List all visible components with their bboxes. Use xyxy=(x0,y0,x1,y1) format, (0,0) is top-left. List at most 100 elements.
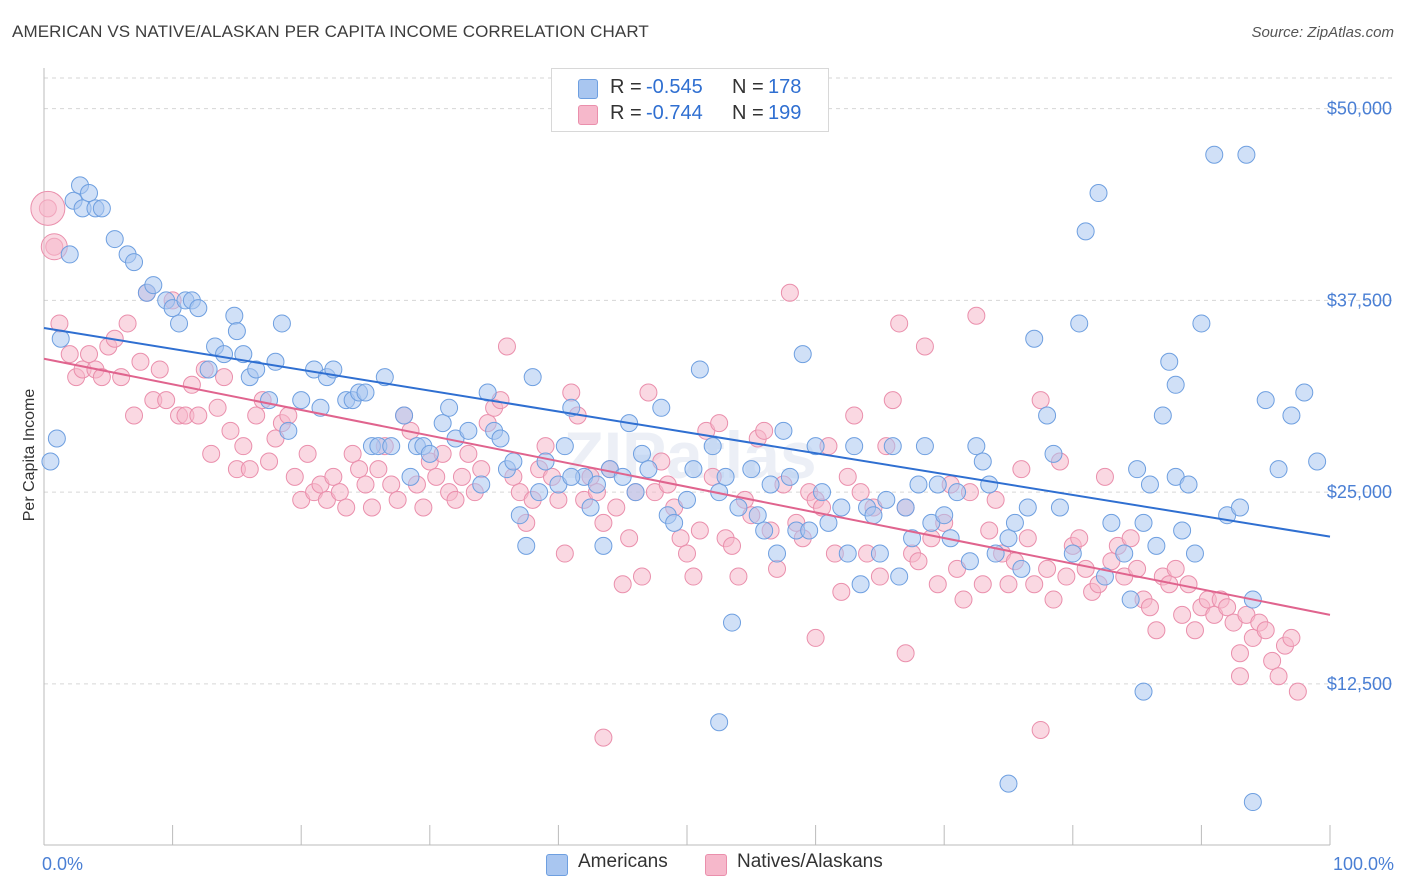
americans-point xyxy=(1256,391,1275,410)
natives-point xyxy=(369,460,388,479)
natives-point xyxy=(1057,567,1076,586)
natives-swatch xyxy=(578,105,598,125)
natives-point xyxy=(755,421,774,440)
americans-point xyxy=(272,314,291,333)
natives-point xyxy=(1256,621,1275,640)
americans-point xyxy=(1018,498,1037,517)
natives-point xyxy=(446,490,465,509)
americans-point xyxy=(1269,460,1288,479)
trend-lines xyxy=(43,327,1331,616)
americans-point xyxy=(1121,590,1140,609)
source-label: Source: ZipAtlas.com xyxy=(1251,24,1394,41)
americans-point xyxy=(1160,352,1179,371)
americans-point xyxy=(92,199,111,218)
natives-point xyxy=(343,444,362,463)
americans-point xyxy=(870,544,889,563)
americans-point xyxy=(1140,475,1159,494)
natives-point xyxy=(1218,598,1237,617)
americans-point xyxy=(1243,793,1262,812)
natives-point xyxy=(150,360,169,379)
americans-point xyxy=(382,437,401,456)
americans-point xyxy=(1089,184,1108,203)
x-tick-max: 100.0% xyxy=(1333,854,1394,874)
americans-point xyxy=(472,475,491,494)
americans-point xyxy=(1134,513,1153,532)
natives-point xyxy=(202,444,221,463)
natives-point xyxy=(118,314,137,333)
americans-point xyxy=(215,345,234,364)
americans-point xyxy=(1038,406,1057,425)
americans-point xyxy=(806,437,825,456)
americans-point xyxy=(1153,406,1172,425)
americans-point xyxy=(780,467,799,486)
natives-point xyxy=(80,345,99,364)
americans-point xyxy=(375,368,394,387)
legend-row-americans: R = -0.545 N = 178 xyxy=(552,75,828,101)
americans-point xyxy=(652,398,671,417)
americans-point xyxy=(530,483,549,502)
natives-point xyxy=(620,529,639,548)
natives-point xyxy=(671,529,690,548)
natives-point xyxy=(221,421,240,440)
americans-point xyxy=(1295,383,1314,402)
americans-point xyxy=(401,467,420,486)
y-tick-labels: $12,500 $25,000 $37,500 $50,000 xyxy=(1327,99,1392,694)
natives-point xyxy=(285,467,304,486)
americans-point xyxy=(928,475,947,494)
americans-point xyxy=(1308,452,1327,471)
americans-point xyxy=(632,444,651,463)
americans-point xyxy=(1102,513,1121,532)
natives-trend-line xyxy=(43,357,1331,616)
natives-point xyxy=(639,383,658,402)
americans-point xyxy=(723,613,742,632)
americans-point xyxy=(279,421,298,440)
americans-point xyxy=(234,345,253,364)
americans-point xyxy=(440,398,459,417)
natives-point xyxy=(240,460,259,479)
americans-point xyxy=(587,475,606,494)
natives-point xyxy=(427,467,446,486)
natives-point xyxy=(324,467,343,486)
americans-point xyxy=(80,184,99,203)
americans-legend-swatch xyxy=(546,854,568,876)
natives-point xyxy=(1038,559,1057,578)
natives-point xyxy=(125,406,144,425)
natives-legend-swatch xyxy=(705,854,727,876)
americans-point xyxy=(260,391,279,410)
americans-point xyxy=(1166,375,1185,394)
natives-point xyxy=(260,452,279,471)
americans-point xyxy=(1076,222,1095,241)
legend-r-value: -0.744 xyxy=(646,102,703,124)
natives-point xyxy=(915,337,934,356)
americans-point xyxy=(845,437,864,456)
americans-point xyxy=(562,467,581,486)
americans-point xyxy=(510,506,529,525)
americans-point xyxy=(420,444,439,463)
natives-legend-label: Natives/Alaskans xyxy=(737,851,883,872)
natives-point xyxy=(382,475,401,494)
natives-point xyxy=(215,368,234,387)
natives-point xyxy=(1140,598,1159,617)
natives-point xyxy=(536,437,555,456)
americans-point xyxy=(999,774,1018,793)
americans-point xyxy=(199,360,218,379)
natives-point xyxy=(1070,529,1089,548)
americans-point xyxy=(41,452,60,471)
natives-point xyxy=(182,375,201,394)
legend-row-natives: R = -0.744 N = 199 xyxy=(552,101,828,127)
americans-point xyxy=(800,521,819,540)
americans-point xyxy=(768,544,787,563)
americans-point xyxy=(639,460,658,479)
natives-point xyxy=(472,460,491,479)
natives-point xyxy=(780,283,799,302)
americans-point xyxy=(189,299,208,318)
natives-point xyxy=(980,521,999,540)
americans-point xyxy=(1095,567,1114,586)
natives-point xyxy=(851,483,870,502)
americans-point xyxy=(1025,329,1044,348)
americans-point xyxy=(504,452,523,471)
natives-point xyxy=(414,498,433,517)
natives-point xyxy=(337,498,356,517)
y-axis-label: Per Capita Income xyxy=(21,389,38,522)
natives-point xyxy=(1185,621,1204,640)
